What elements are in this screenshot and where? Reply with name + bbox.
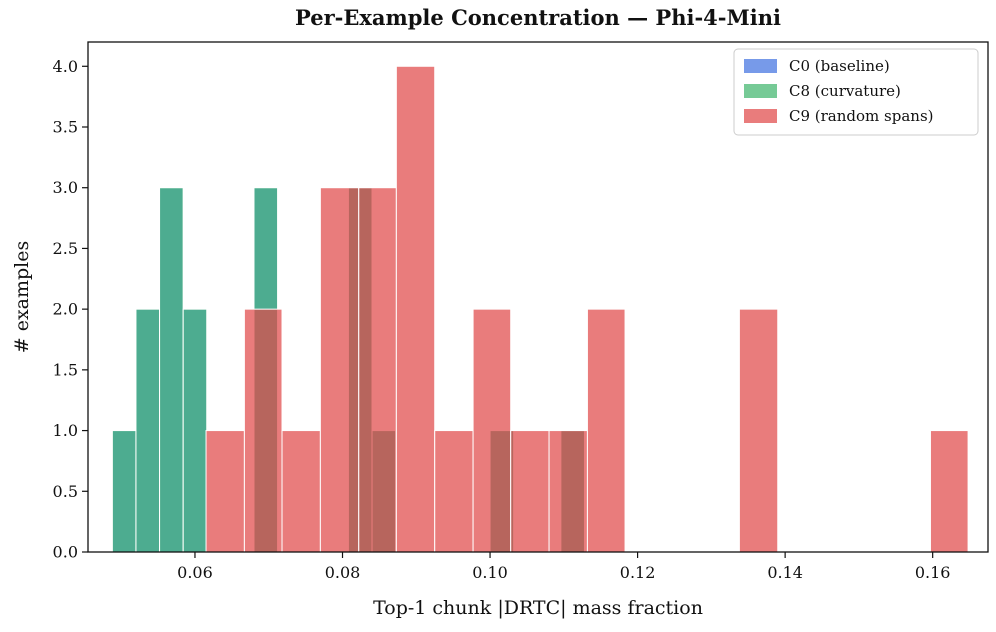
y-tick-label: 3.5 [53, 118, 78, 137]
bar-series2-bin12 [929, 430, 969, 553]
chart-title: Per-Example Concentration — Phi-4-Mini [295, 5, 781, 30]
y-tick-label: 1.5 [53, 360, 78, 379]
bar-series1-bin1 [135, 308, 161, 553]
y-tick-label: 2.0 [53, 300, 78, 319]
y-tick-label: 0.0 [53, 543, 78, 562]
bars-layer [111, 65, 969, 553]
y-tick-label: 2.5 [53, 239, 78, 258]
legend-label-2: C9 (random spans) [789, 107, 934, 125]
bar-series2-bin1 [243, 308, 283, 553]
x-tick-label: 0.10 [472, 563, 508, 582]
bar-series2-bin3 [319, 187, 360, 553]
legend-swatch-0 [744, 59, 777, 73]
x-tick-label: 0.08 [325, 563, 361, 582]
x-axis-label: Top-1 chunk |DRTC| mass fraction [373, 597, 703, 619]
x-tick-label: 0.14 [767, 563, 803, 582]
plot-frame [87, 41, 989, 553]
bar-series1-bin0 [111, 430, 137, 553]
bar-series2-bin6 [434, 430, 474, 553]
y-tick-label: 3.0 [53, 178, 78, 197]
x-tick-label: 0.16 [915, 563, 951, 582]
bar-series2-bin5 [395, 65, 436, 553]
bar-series2-bin10 [586, 308, 626, 553]
bar-series2-bin4 [358, 187, 397, 553]
x-tick-label: 0.06 [177, 563, 213, 582]
bar-series2-bin8 [510, 430, 550, 553]
legend-label-1: C8 (curvature) [789, 82, 901, 100]
bar-series1-bin3 [182, 308, 208, 553]
bar-series2-bin0 [205, 430, 245, 553]
y-tick-label: 0.5 [53, 482, 78, 501]
y-axis-label: # examples [11, 241, 33, 354]
axes-layer: 0.06 0.08 0.10 0.12 0.14 0.16 0.0 0.5 1.0 1.5 2.0 2… [53, 41, 989, 582]
series-2 [205, 65, 969, 553]
legend-label-0: C0 (baseline) [789, 57, 890, 75]
legend-swatch-2 [744, 109, 777, 123]
x-tick-label: 0.12 [620, 563, 656, 582]
bar-series2-bin9 [548, 430, 588, 553]
bar-series2-bin7 [472, 308, 512, 553]
y-tick-label: 4.0 [53, 57, 78, 76]
legend-swatch-1 [744, 84, 777, 98]
bar-series1-bin2 [159, 187, 184, 553]
bar-series2-bin2 [281, 430, 321, 553]
legend: C0 (baseline) C8 (curvature) C9 (random sp… [733, 48, 979, 136]
legend-frame [733, 48, 979, 136]
y-tick-label: 1.0 [53, 421, 78, 440]
bar-series2-bin11 [738, 308, 779, 553]
